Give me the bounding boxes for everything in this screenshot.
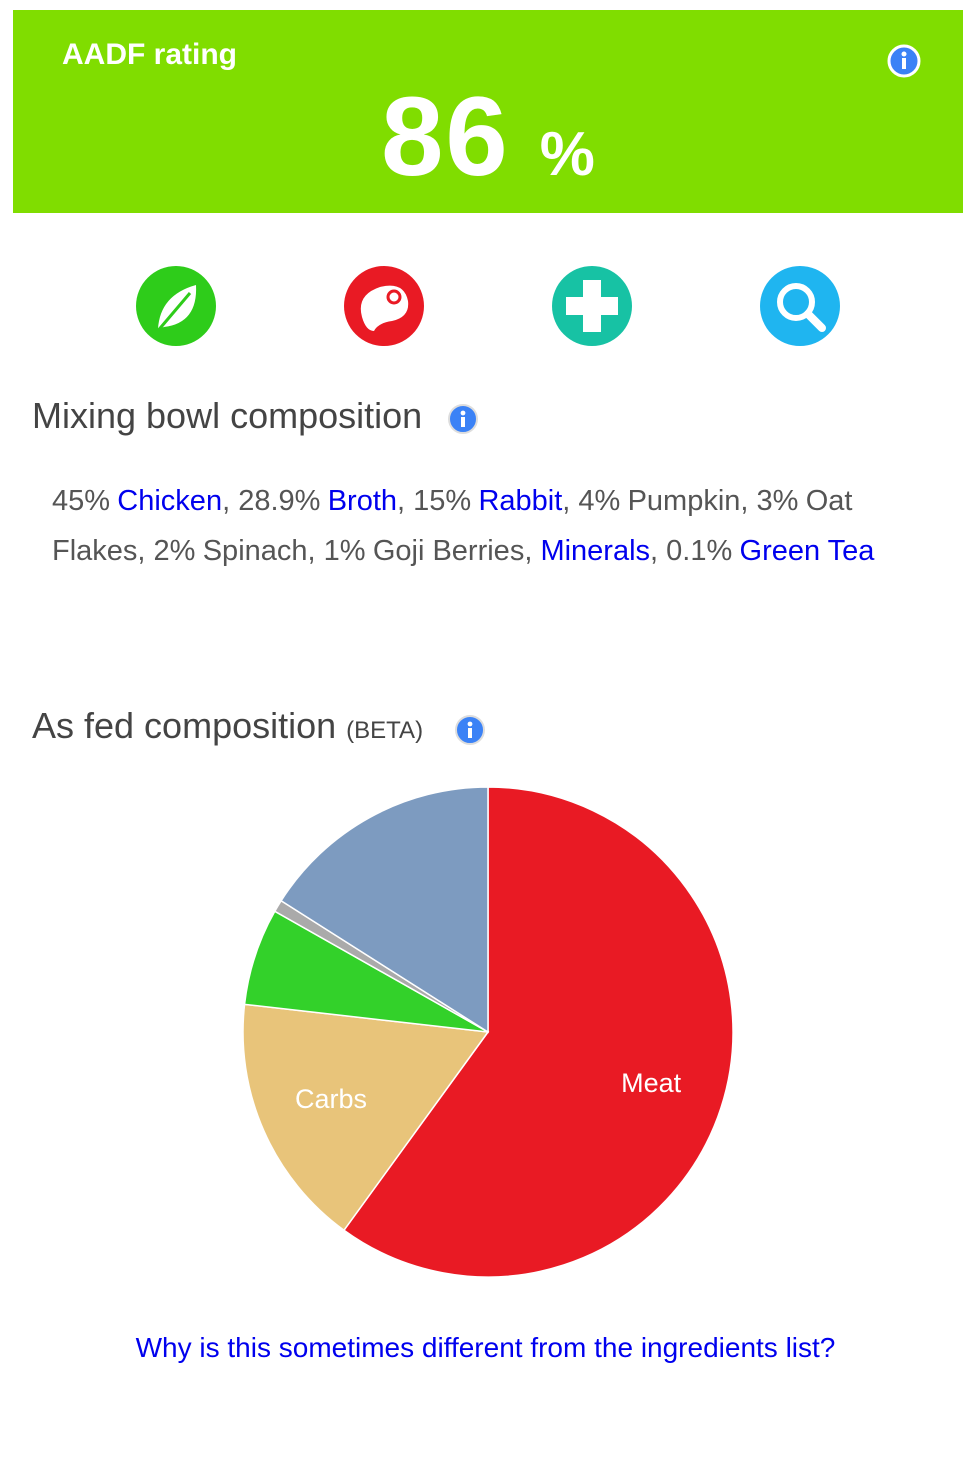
- natural-icon[interactable]: [136, 266, 216, 346]
- ingredient-name: Pumpkin: [627, 485, 741, 517]
- ingredient-percent: 28.9%: [238, 485, 321, 517]
- pie-chart: Meat Carbs: [242, 786, 734, 1278]
- meat-icon[interactable]: [344, 266, 424, 346]
- info-icon[interactable]: [887, 44, 921, 78]
- info-icon[interactable]: [447, 403, 479, 435]
- as-fed-title: As fed composition (BETA): [32, 705, 423, 747]
- pie-slice: [242, 1003, 490, 1232]
- ingredient-percent: 1%: [323, 535, 366, 567]
- mixing-title: Mixing bowl composition: [32, 395, 422, 437]
- ingredient-name[interactable]: Green Tea: [739, 535, 875, 567]
- slice-label: Meat: [621, 1068, 682, 1098]
- ingredient-name[interactable]: Minerals: [540, 535, 651, 567]
- rating-score: 86%: [13, 72, 963, 201]
- rating-label: AADF rating: [62, 38, 237, 71]
- ingredient-name: Oat Flakes: [52, 485, 853, 567]
- separator: ,: [562, 485, 579, 517]
- health-icon[interactable]: [552, 266, 632, 346]
- search-icon[interactable]: [760, 266, 840, 346]
- as-fed-title-text: As fed composition: [32, 705, 337, 746]
- pie-slice: [280, 786, 489, 1034]
- ingredient-percent: 15%: [413, 485, 472, 517]
- ingredient-name: Spinach: [202, 535, 308, 567]
- ingredient-name[interactable]: Rabbit: [478, 485, 563, 517]
- ingredient-percent: 45%: [52, 485, 111, 517]
- beta-tag: (BETA): [346, 717, 424, 744]
- ingredient-name[interactable]: Broth: [327, 485, 398, 517]
- separator: ,: [222, 485, 239, 517]
- rating-unit: %: [539, 120, 595, 189]
- mixing-title-text: Mixing bowl composition: [32, 395, 423, 436]
- separator: ,: [740, 485, 757, 517]
- rating-banner: AADF rating 86%: [13, 10, 963, 213]
- separator: ,: [307, 535, 324, 567]
- ingredient-percent: 0.1%: [666, 535, 733, 567]
- separator: ,: [650, 535, 667, 567]
- ingredients: 45% Chicken, 28.9% Broth, 15% Rabbit, 4% Pum…: [52, 476, 892, 576]
- ingredient-name: Goji Berries: [372, 535, 525, 567]
- rating-value: 86: [381, 74, 510, 199]
- slice-label: Carbs: [295, 1084, 367, 1114]
- ingredient-percent: 2%: [153, 535, 196, 567]
- separator: ,: [137, 535, 154, 567]
- ingredient-percent: 3%: [756, 485, 799, 517]
- separator: ,: [397, 485, 414, 517]
- ingredient-name[interactable]: Chicken: [117, 485, 223, 517]
- help-link[interactable]: Why is this sometimes different from the…: [135, 1332, 836, 1363]
- ingredient-percent: 4%: [578, 485, 621, 517]
- pie-slice: [342, 786, 734, 1278]
- feature-icons: [136, 266, 840, 346]
- separator: ,: [524, 535, 541, 567]
- info-icon[interactable]: [454, 714, 486, 746]
